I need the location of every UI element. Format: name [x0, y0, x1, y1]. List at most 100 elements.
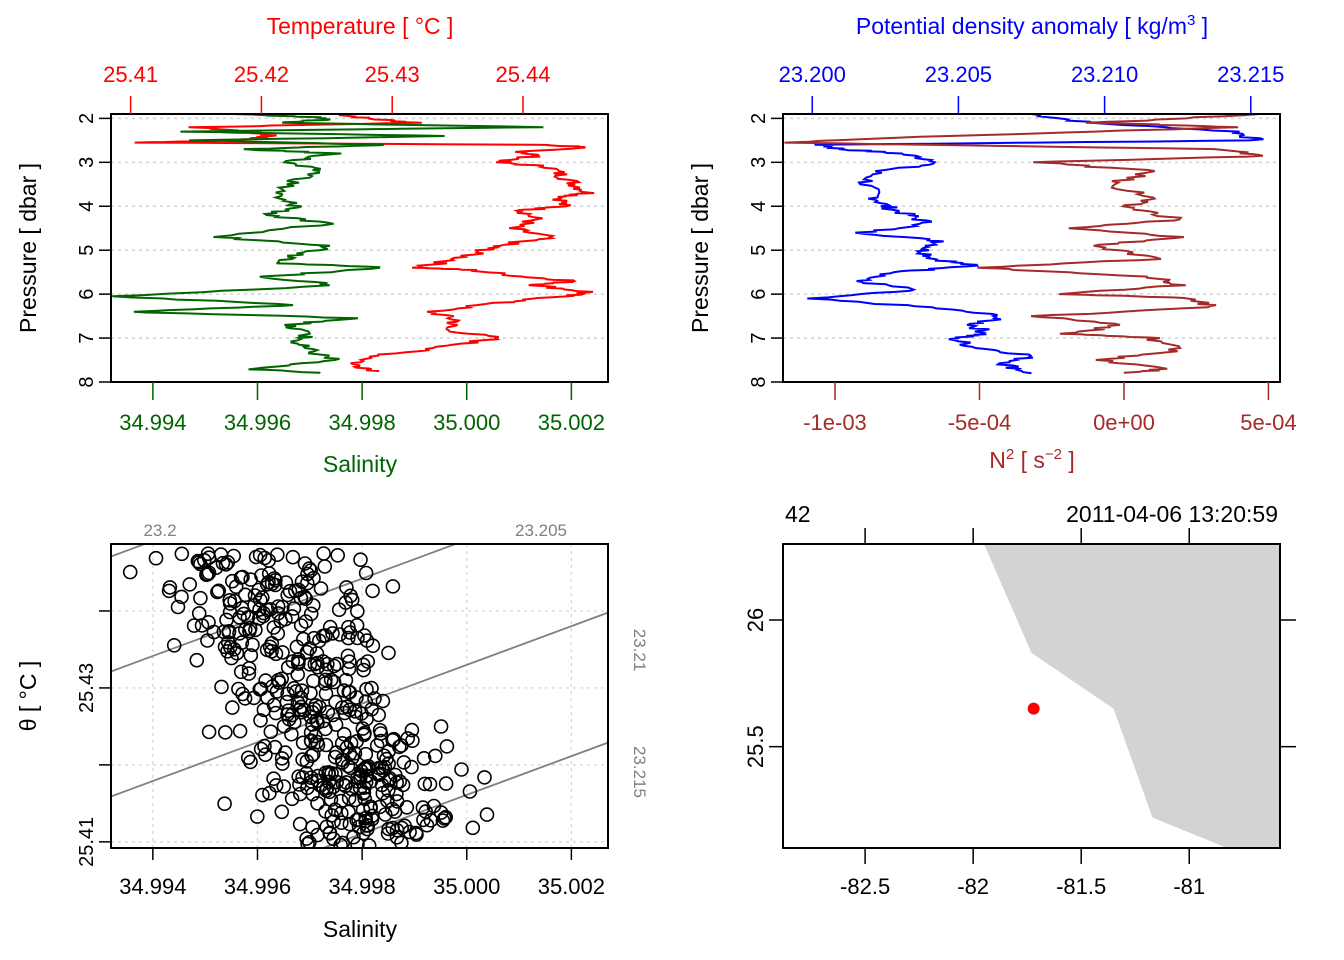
ts-point — [284, 791, 300, 807]
ts-point — [235, 686, 250, 702]
ts-diagram-points — [122, 546, 495, 848]
ts-point — [189, 652, 205, 668]
ts-point — [270, 626, 286, 641]
ts-point — [211, 583, 226, 599]
ts-diagram-panel: 34.994 34.996 34.998 35.000 35.002 25.41 25.43… — [15, 521, 649, 942]
ts-point — [341, 661, 357, 677]
ts-point — [282, 583, 298, 599]
top-axis-tick-label: 25.42 — [234, 62, 289, 87]
ts-point — [404, 722, 420, 738]
ts-point — [396, 755, 412, 770]
ts-point — [170, 599, 186, 615]
ts-point — [328, 766, 343, 782]
ts-point — [299, 575, 315, 591]
ts-point — [217, 796, 232, 812]
ts-point — [296, 702, 312, 718]
ts-point — [391, 739, 407, 755]
salinity-tick-label: 35.002 — [538, 874, 605, 899]
ts-point — [329, 656, 345, 672]
ts-point — [190, 553, 206, 569]
ts-point — [226, 548, 241, 564]
bottom-axis-tick-label: 35.000 — [433, 410, 500, 435]
ts-point — [356, 727, 372, 743]
ts-point — [266, 771, 281, 787]
station-marker[interactable] — [1027, 702, 1040, 715]
longitude-tick-label: -82 — [957, 874, 989, 899]
bottom-axis-tick-label: 34.996 — [224, 410, 291, 435]
ts-point — [310, 737, 326, 753]
ts-point — [261, 566, 277, 581]
ts-point — [225, 573, 240, 589]
ts-point — [438, 809, 454, 825]
station-time-label: 2011-04-06 13:20:59 — [1066, 501, 1278, 527]
ts-point — [251, 582, 267, 598]
density-n2-series — [784, 113, 1264, 375]
ts-point — [439, 739, 455, 754]
ts-point — [248, 622, 263, 638]
ts-point — [373, 733, 389, 749]
series-temperature-line — [134, 113, 595, 372]
ts-point — [257, 738, 272, 754]
ts-point — [302, 835, 317, 848]
longitude-tick-label: -81 — [1173, 874, 1205, 899]
bottom-axis-tick-label: 34.994 — [119, 410, 186, 435]
ts-point — [174, 546, 190, 562]
pressure-tick-label: 3 — [76, 157, 98, 168]
ts-point — [278, 575, 294, 590]
ts-profile-series — [112, 113, 595, 375]
ts-point — [438, 776, 454, 791]
ts-profile-frame — [110, 113, 609, 383]
ts-point — [341, 790, 357, 806]
ts-point — [422, 776, 438, 792]
ts-point — [356, 662, 371, 678]
ts-point — [218, 557, 234, 572]
ts-point — [302, 657, 318, 672]
station-map-panel: -82.5 -82 -81.5 -81 26 25.5 42 2011-04-06 13:… — [743, 501, 1296, 899]
bottom-axis-tick-label: -1e-03 — [803, 410, 867, 435]
ts-point — [267, 577, 283, 593]
density-n2-axes: 2 3 4 5 6 7 8 23.200 23.205 23.210 23.215 -1e-03 -5e… — [748, 62, 1297, 435]
ts-point — [201, 565, 217, 581]
ts-point — [166, 637, 182, 653]
ts-point — [381, 821, 397, 837]
ts-point — [365, 583, 380, 599]
ts-point — [416, 750, 432, 766]
ts-point — [318, 804, 333, 819]
ts-point — [276, 779, 292, 794]
ts-point — [306, 630, 322, 646]
ts-point — [224, 650, 239, 666]
pressure-tick-label: 7 — [76, 333, 98, 344]
ts-point — [336, 683, 352, 698]
ts-point — [295, 735, 311, 751]
ts-point — [290, 656, 306, 671]
ts-point — [375, 693, 391, 709]
ts-profile-panel: 2 3 4 5 6 7 8 25.41 25.42 25.43 25.44 34.994 34.996 3… — [15, 13, 609, 477]
ts-salinity-axis-label: Salinity — [323, 916, 398, 942]
ts-point — [364, 680, 379, 696]
ts-point — [240, 750, 256, 766]
ts-point — [335, 776, 351, 792]
ts-point — [336, 726, 352, 742]
bottom-axis-tick-label: 35.002 — [538, 410, 605, 435]
top-axis-tick-label: 25.41 — [103, 62, 158, 87]
ts-point — [268, 705, 284, 721]
pressure-axis-label-2: Pressure [ dbar ] — [687, 163, 713, 333]
ts-point — [367, 691, 382, 706]
ts-point — [174, 589, 189, 605]
ts-point — [298, 614, 314, 629]
ts-point — [334, 752, 350, 768]
ts-point — [194, 618, 210, 633]
ts-point — [385, 579, 401, 594]
ts-point — [359, 681, 374, 697]
ts-point — [404, 759, 419, 775]
series-potential-density-anomaly-line — [807, 113, 1264, 375]
ts-point — [399, 799, 415, 815]
ts-point — [220, 635, 236, 650]
isopycnal-label: 23.2 — [143, 521, 176, 540]
density-n2-panel: 2 3 4 5 6 7 8 23.200 23.205 23.210 23.215 -1e-03 -5e… — [687, 12, 1297, 473]
ts-point — [238, 587, 253, 603]
pressure-tick-label: 3 — [748, 157, 770, 168]
ts-point — [303, 606, 319, 622]
ts-point — [279, 694, 295, 710]
